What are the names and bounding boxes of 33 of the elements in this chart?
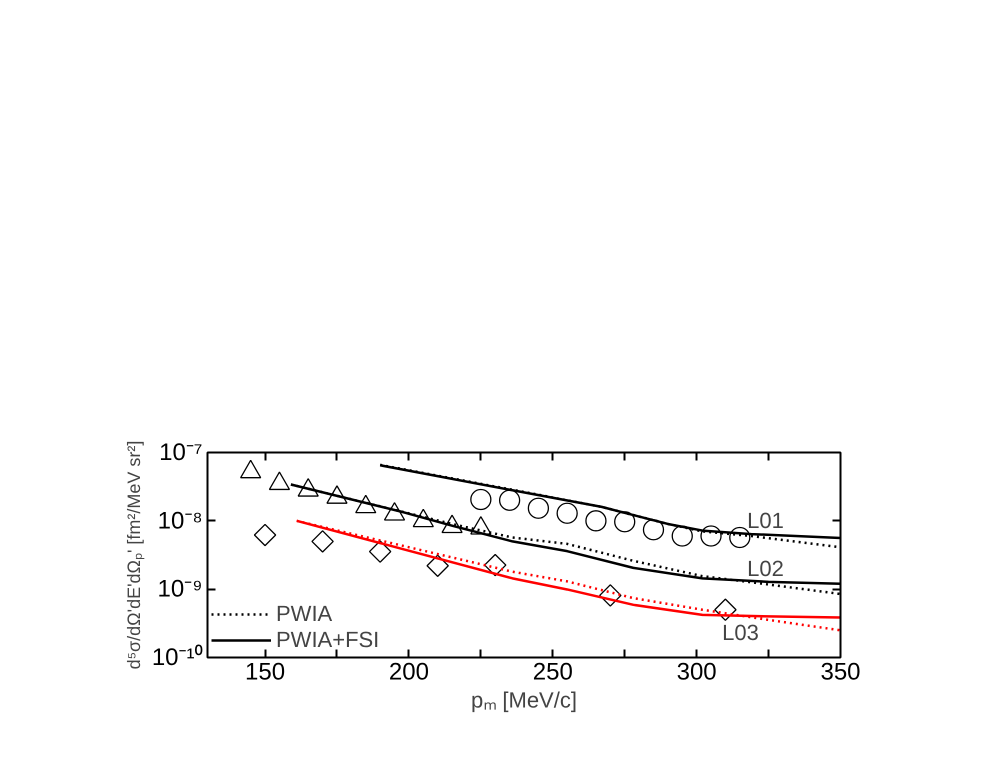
point <box>368 540 392 563</box>
legend-label: PWIA+FSI <box>276 627 380 653</box>
y-tick-label: 10⁻¹⁰ <box>152 644 202 671</box>
point <box>426 554 449 578</box>
point <box>311 530 334 553</box>
point <box>498 490 520 511</box>
point <box>642 519 664 540</box>
annotation: L03 <box>722 620 759 645</box>
point <box>585 510 607 532</box>
y-tick-label: 10⁻⁷ <box>159 439 203 466</box>
point <box>470 488 492 510</box>
y-tick-label: 10⁻⁸ <box>158 507 203 534</box>
point <box>729 526 750 548</box>
y-axis-title: d⁵σ/dΩ'dE'dΩₚ' [fm²/MeV sr²] <box>124 440 145 670</box>
x-tick-label: 200 <box>388 658 429 686</box>
x-tick-label: 350 <box>820 658 861 686</box>
point <box>714 598 737 621</box>
point <box>700 525 722 547</box>
annotation: L02 <box>747 556 784 581</box>
point <box>614 511 636 532</box>
point <box>254 524 276 546</box>
annotation: L01 <box>747 508 784 533</box>
y-tick-label: 10⁻⁹ <box>158 576 203 603</box>
point <box>484 554 506 576</box>
x-tick-label: 300 <box>676 658 717 686</box>
x-axis-title: pₘ [MeV/c] <box>471 688 577 712</box>
point <box>672 525 693 547</box>
x-tick-label: 250 <box>532 658 573 686</box>
x-tick-label: 150 <box>245 658 286 686</box>
point <box>528 498 550 519</box>
point <box>556 502 578 524</box>
point <box>599 584 622 607</box>
legend-label: PWIA <box>276 601 332 627</box>
